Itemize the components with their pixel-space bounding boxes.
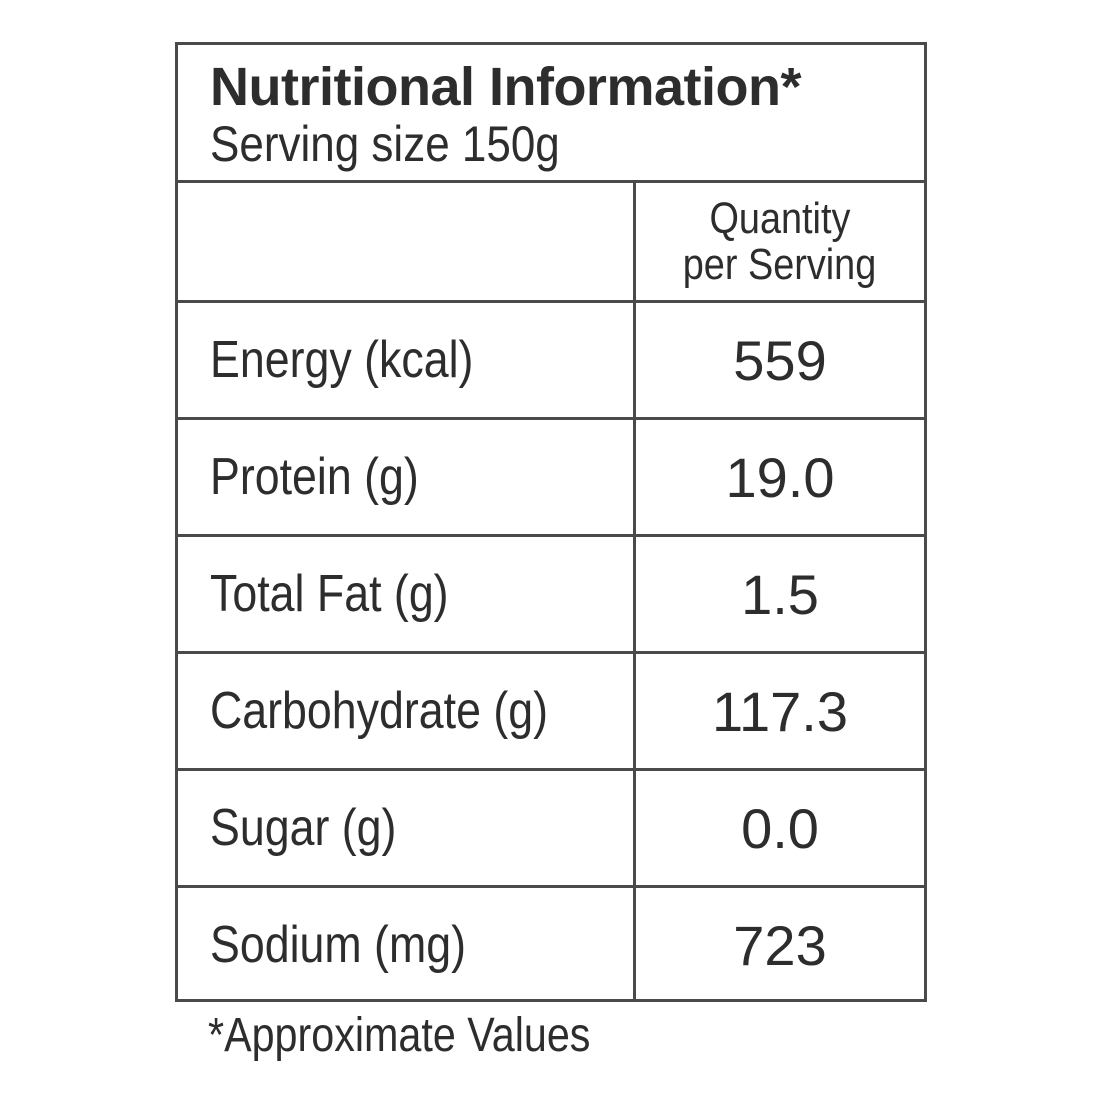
nutrient-value-energy: 559 [733, 328, 827, 392]
nutrition-table: Quantity per Serving Energy (kcal) 559 P… [178, 183, 924, 999]
table-row: Carbohydrate (g) 117.3 [178, 654, 924, 771]
quantity-header-line2: per Serving [683, 239, 877, 289]
nutrient-label-carbohydrate: Carbohydrate (g) [210, 682, 549, 740]
nutrient-value-carbohydrate: 117.3 [712, 679, 848, 743]
panel-title: Nutritional Information* [210, 57, 801, 117]
nutrient-label-protein: Protein (g) [210, 448, 419, 506]
table-row: Sodium (mg) 723 [178, 888, 924, 1002]
table-row: Sugar (g) 0.0 [178, 771, 924, 888]
footnote: *Approximate Values [208, 1009, 591, 1062]
table-header-row: Quantity per Serving [178, 183, 924, 303]
nutrition-panel: Nutritional Information* Serving size 15… [175, 42, 927, 1002]
nutrient-label-total-fat: Total Fat (g) [210, 565, 449, 623]
nutrient-value-protein: 19.0 [725, 445, 835, 509]
serving-size: Serving size 150g [210, 116, 560, 172]
nutrient-label-energy: Energy (kcal) [210, 331, 474, 389]
nutrient-label-sugar: Sugar (g) [210, 799, 397, 857]
quantity-header-line1: Quantity [709, 193, 851, 243]
quantity-column-header: Quantity per Serving [636, 183, 924, 300]
nutrient-value-sugar: 0.0 [741, 796, 819, 860]
nutrient-value-total-fat: 1.5 [741, 562, 819, 626]
column-divider [633, 183, 636, 999]
nutrient-value-sodium: 723 [733, 913, 827, 977]
table-row: Energy (kcal) 559 [178, 303, 924, 420]
panel-header: Nutritional Information* Serving size 15… [178, 45, 924, 183]
table-row: Total Fat (g) 1.5 [178, 537, 924, 654]
nutrient-label-sodium: Sodium (mg) [210, 916, 466, 974]
table-row: Protein (g) 19.0 [178, 420, 924, 537]
